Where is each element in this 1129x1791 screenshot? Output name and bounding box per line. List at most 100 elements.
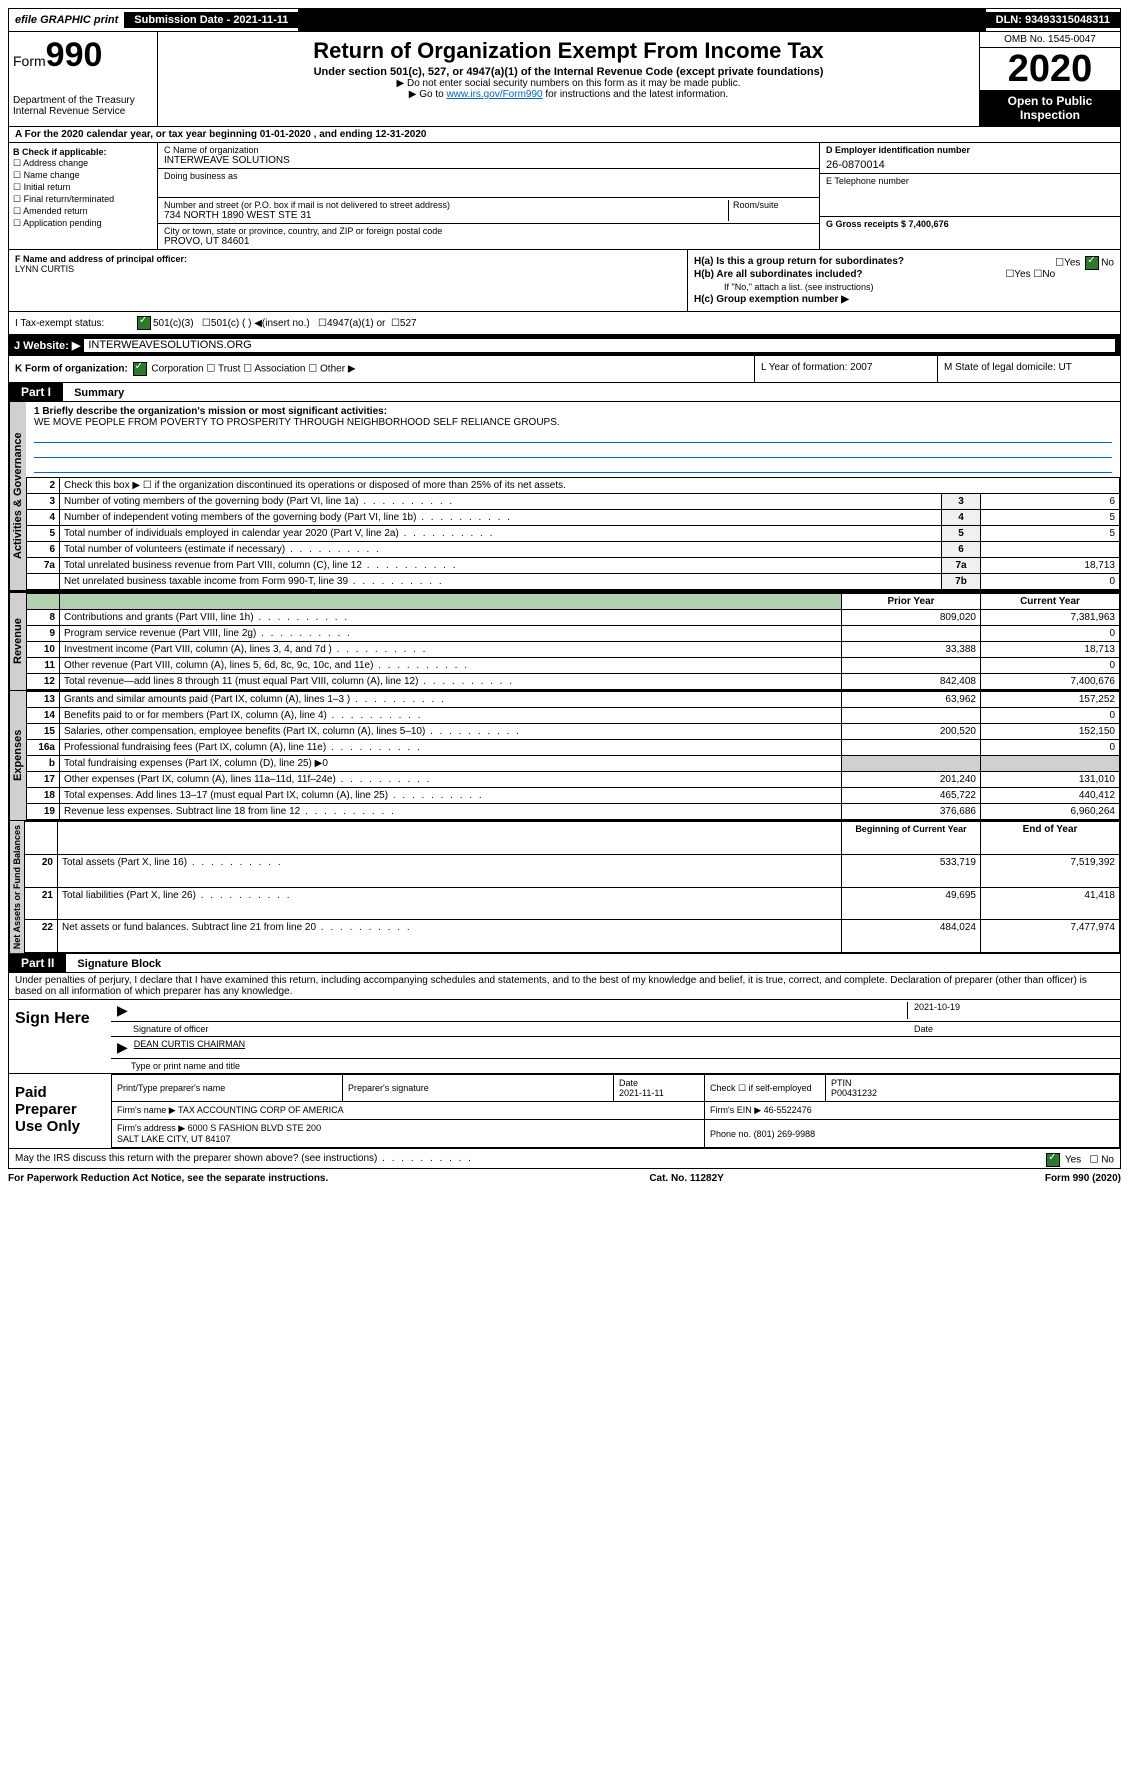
cb-initial[interactable]: ☐ Initial return <box>13 182 153 193</box>
tax-status-label: I Tax-exempt status: <box>15 318 135 329</box>
sign-here: Sign Here <box>9 1000 111 1073</box>
efile-label[interactable]: efile GRAPHIC print <box>9 12 124 28</box>
website-val[interactable]: INTERWEAVESOLUTIONS.ORG <box>84 339 1115 352</box>
spacer <box>298 9 985 31</box>
room-label: Room/suite <box>728 200 813 221</box>
cb-corp <box>133 362 147 376</box>
box-j: J Website: ▶ INTERWEAVESOLUTIONS.ORG <box>8 335 1121 356</box>
officer-label: F Name and address of principal officer: <box>15 254 681 264</box>
city-label: City or town, state or province, country… <box>164 226 813 236</box>
firm-name-label: Firm's name ▶ <box>117 1105 176 1115</box>
footer-right: Form 990 (2020) <box>1045 1173 1121 1184</box>
rev-label: Revenue <box>9 593 26 690</box>
year-formation: L Year of formation: 2007 <box>754 356 937 382</box>
net-section: Net Assets or Fund Balances Beginning of… <box>8 821 1121 954</box>
part1-title: Summary <box>66 385 132 401</box>
box-c: C Name of organization INTERWEAVE SOLUTI… <box>158 143 819 249</box>
cb-name[interactable]: ☐ Name change <box>13 170 153 181</box>
ha-label: H(a) Is this a group return for subordin… <box>694 256 904 267</box>
footer-mid: Cat. No. 11282Y <box>649 1173 723 1184</box>
omb-number: OMB No. 1545-0047 <box>980 32 1120 48</box>
form-title: Return of Organization Exempt From Incom… <box>168 38 969 64</box>
discuss-yes <box>1046 1153 1060 1167</box>
box-b-header: B Check if applicable: <box>13 147 153 157</box>
cb-501c3 <box>137 316 151 330</box>
self-emp: Check ☐ if self-employed <box>705 1075 826 1102</box>
form-number: Form990 <box>13 36 153 75</box>
paid-table: Print/Type preparer's name Preparer's si… <box>111 1074 1120 1148</box>
footer-left: For Paperwork Reduction Act Notice, see … <box>8 1173 328 1184</box>
pdate-label: Date <box>619 1078 638 1088</box>
fgh-row: F Name and address of principal officer:… <box>8 250 1121 312</box>
gross-receipts: G Gross receipts $ 7,400,676 <box>826 219 1114 229</box>
cb-amended[interactable]: ☐ Amended return <box>13 206 153 217</box>
addr-val: 734 NORTH 1890 WEST STE 31 <box>164 210 728 221</box>
submission-date: Submission Date - 2021-11-11 <box>124 12 298 28</box>
note-link: ▶ Go to www.irs.gov/Form990 for instruct… <box>168 89 969 100</box>
city-val: PROVO, UT 84601 <box>164 236 813 247</box>
ptin-val: P00431232 <box>831 1088 877 1098</box>
opt-assoc: Association <box>254 364 305 375</box>
exp-label: Expenses <box>9 691 26 820</box>
prep-sig-label: Preparer's signature <box>343 1075 614 1102</box>
website-label: J Website: ▶ <box>14 339 80 352</box>
mission-text: WE MOVE PEOPLE FROM POVERTY TO PROSPERIT… <box>34 417 1112 428</box>
box-de: D Employer identification number 26-0870… <box>819 143 1120 249</box>
signature-block: Under penalties of perjury, I declare th… <box>8 973 1121 1169</box>
prep-name-label: Print/Type preparer's name <box>112 1075 343 1102</box>
top-bar: efile GRAPHIC print Submission Date - 20… <box>8 8 1121 32</box>
open-inspection: Open to Public Inspection <box>980 90 1120 126</box>
irs-link[interactable]: www.irs.gov/Form990 <box>446 89 542 100</box>
officer-name: LYNN CURTIS <box>15 264 681 274</box>
firm-ein-label: Firm's EIN ▶ <box>710 1105 761 1115</box>
cb-pending[interactable]: ☐ Application pending <box>13 218 153 229</box>
note2-post: for instructions and the latest informat… <box>543 89 729 100</box>
org-name-label: C Name of organization <box>164 145 813 155</box>
k-label: K Form of organization: <box>15 364 128 375</box>
form-header: Form990 Department of the Treasury Inter… <box>8 32 1121 127</box>
dba-label: Doing business as <box>164 171 813 181</box>
exp-table: 13Grants and similar amounts paid (Part … <box>26 691 1120 820</box>
gov-label: Activities & Governance <box>9 402 26 590</box>
paid-preparer: Paid Preparer Use Only <box>9 1074 111 1148</box>
dln: DLN: 93493315048311 <box>986 12 1120 28</box>
form-subtitle: Under section 501(c), 527, or 4947(a)(1)… <box>168 66 969 78</box>
discuss-text: May the IRS discuss this return with the… <box>15 1153 473 1164</box>
note-ssn: ▶ Do not enter social security numbers o… <box>168 78 969 89</box>
pphone: (801) 269-9988 <box>754 1129 816 1139</box>
ptin-label: PTIN <box>831 1078 852 1088</box>
cb-address[interactable]: ☐ Address change <box>13 158 153 169</box>
net-label: Net Assets or Fund Balances <box>9 821 24 953</box>
opt-501c3: 501(c)(3) <box>153 318 194 329</box>
section-a: A For the 2020 calendar year, or tax yea… <box>8 127 1121 143</box>
mission: 1 Briefly describe the organization's mi… <box>26 402 1120 477</box>
note2-pre: ▶ Go to <box>409 89 447 100</box>
cb-final[interactable]: ☐ Final return/terminated <box>13 194 153 205</box>
box-i: I Tax-exempt status: 501(c)(3) ☐ 501(c) … <box>8 312 1121 335</box>
box-klm: K Form of organization: Corporation ☐ Tr… <box>8 356 1121 383</box>
part2-title: Signature Block <box>69 956 169 972</box>
rev-table: Prior YearCurrent Year8Contributions and… <box>26 593 1120 690</box>
gov-table: 2Check this box ▶ ☐ if the organization … <box>26 477 1120 590</box>
dept-treasury: Department of the Treasury Internal Reve… <box>13 95 153 117</box>
ein-label: D Employer identification number <box>826 145 1114 155</box>
pdate-val: 2021-11-11 <box>619 1088 664 1098</box>
part2-header: Part II Signature Block <box>8 954 1121 973</box>
box-f: F Name and address of principal officer:… <box>9 250 688 311</box>
phone-label: E Telephone number <box>826 176 1114 186</box>
part2-badge: Part II <box>9 954 66 972</box>
officer-label: Type or print name and title <box>111 1059 1120 1073</box>
box-h: H(a) Is this a group return for subordin… <box>688 250 1120 311</box>
pphone-label: Phone no. <box>710 1129 751 1139</box>
discuss-row: May the IRS discuss this return with the… <box>9 1148 1120 1168</box>
sig-date-label: Date <box>908 1024 1114 1034</box>
officer-typed: DEAN CURTIS CHAIRMAN <box>134 1039 245 1056</box>
org-name: INTERWEAVE SOLUTIONS <box>164 155 813 166</box>
form-label: Form <box>13 53 46 69</box>
sig-officer-label: Signature of officer <box>117 1024 908 1034</box>
mission-label: 1 Briefly describe the organization's mi… <box>34 406 387 417</box>
opt-4947: 4947(a)(1) or <box>327 318 385 329</box>
net-table: Beginning of Current YearEnd of Year20To… <box>24 821 1120 953</box>
addr-label: Number and street (or P.O. box if mail i… <box>164 200 728 210</box>
firm-addr-label: Firm's address ▶ <box>117 1123 185 1133</box>
